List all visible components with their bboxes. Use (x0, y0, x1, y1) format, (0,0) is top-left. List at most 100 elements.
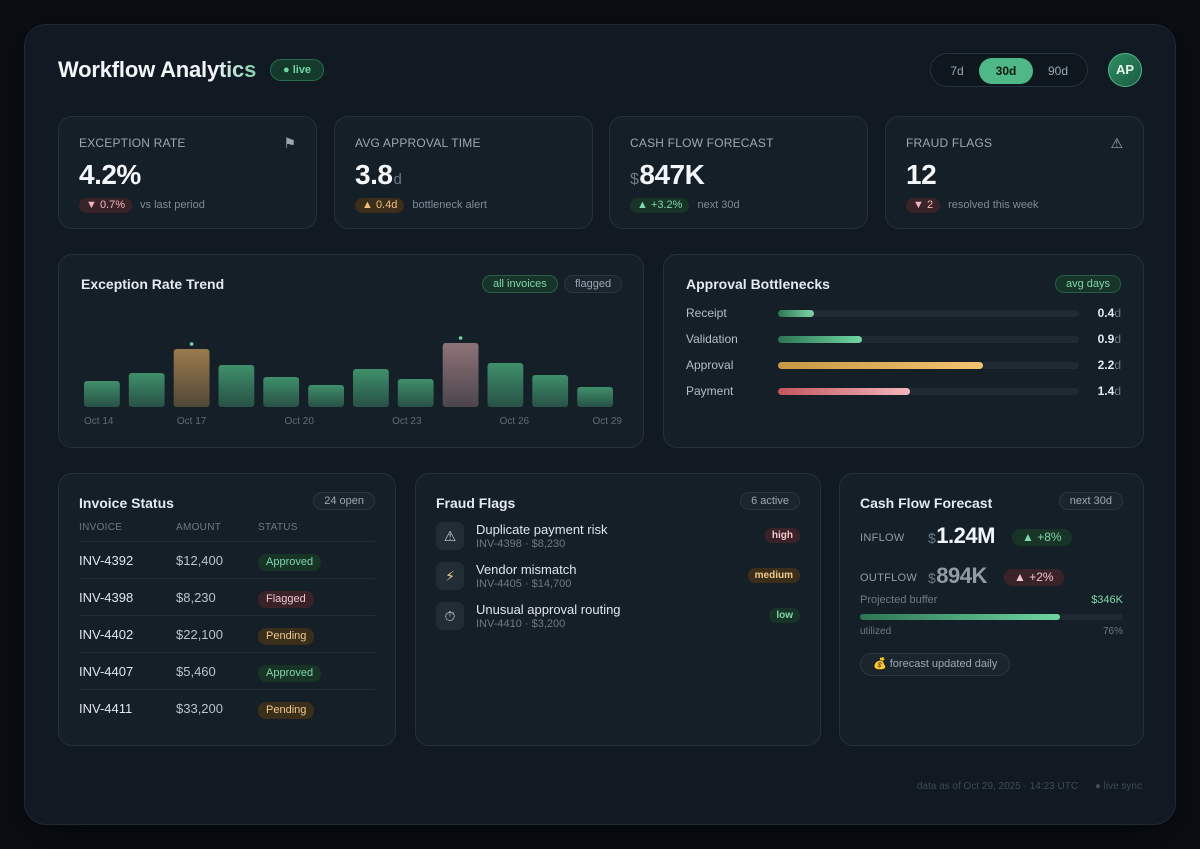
panel-title: Exception Rate Trend (81, 276, 225, 292)
range-7d[interactable]: 7d (950, 64, 964, 78)
kpi-label: EXCEPTION RATE (79, 136, 186, 150)
invoice-id: INV-4402 (79, 627, 134, 642)
trend-bar[interactable] (84, 381, 120, 407)
invoice-amount: $5,460 (176, 664, 216, 679)
sync-status: ● live sync (1094, 781, 1142, 792)
peak-marker (189, 342, 194, 346)
table-row[interactable]: INV-4407 $5,460 Approved (79, 652, 375, 689)
status-badge: Flagged (258, 591, 314, 608)
header: Workflow Analytics ● live 7d 30d 90d AP (58, 53, 1142, 89)
kpi-note: vs last period (140, 199, 205, 211)
kpi-value: 12 (906, 159, 937, 190)
trend-bar[interactable] (442, 343, 479, 407)
kpi-foot: ▲ 0.4d bottleneck alert (355, 198, 487, 213)
kpi-exception-rate: EXCEPTION RATE ⚑ 4.2% ▼ 0.7% vs last peri… (58, 116, 317, 229)
range-30d[interactable]: 30d (979, 58, 1033, 84)
table-row[interactable]: INV-4398 $8,230 Flagged (79, 578, 375, 615)
kpi-delta: ▲ +3.2% (630, 198, 690, 213)
fraud-sub: INV-4405 · $14,700 (476, 578, 572, 590)
bottleneck-label: Receipt (686, 306, 727, 320)
fraud-title: Unusual approval routing (476, 602, 621, 617)
outflow-label: OUTFLOW (860, 572, 918, 584)
timer-icon: ⏱ (436, 602, 464, 630)
kpi-label: FRAUD FLAGS (906, 136, 993, 150)
approval-bottlenecks-panel: Approval Bottlenecks avg days Receipt 0.… (663, 254, 1144, 448)
live-badge: ● live (270, 59, 325, 81)
x-tick-label: Oct 14 (84, 416, 114, 427)
inflow-value: $1.24M (928, 523, 995, 548)
bottleneck-row-validation: Validation 0.9d (686, 330, 1121, 350)
invoice-status-panel: Invoice Status 24 open INVOICE AMOUNT ST… (58, 473, 396, 746)
utilization-track (860, 614, 1123, 620)
kpi-value: 3.8d (355, 159, 402, 190)
status-badge: Approved (258, 554, 322, 571)
kpi-foot: ▼ 0.7% vs last period (79, 198, 205, 213)
kpi-delta: ▼ 2 (906, 198, 941, 213)
severity-badge: medium (747, 568, 800, 583)
kpi-label: AVG APPROVAL TIME (355, 136, 481, 150)
active-count-badge: 6 active (740, 492, 800, 510)
trend-bar[interactable] (308, 385, 344, 407)
col-header-status: STATUS (258, 522, 298, 533)
flag-icon: ⚑ (283, 135, 296, 151)
bottleneck-row-receipt: Receipt 0.4d (686, 304, 1121, 324)
kpi-note: resolved this week (948, 199, 1039, 211)
tag-all-invoices[interactable]: all invoices (482, 275, 558, 293)
trend-bar[interactable] (397, 379, 434, 407)
buffer-value: $346K (1091, 594, 1123, 606)
trend-bar[interactable] (263, 377, 300, 407)
bottleneck-track (778, 336, 1079, 343)
buffer-label: Projected buffer (860, 594, 938, 606)
table-row[interactable]: INV-4411 $33,200 Pending (79, 689, 375, 726)
invoice-id: INV-4411 (79, 701, 133, 716)
page-title: Workflow Analytics (58, 57, 257, 82)
trend-bar[interactable] (577, 387, 613, 407)
tag-flagged[interactable]: flagged (564, 275, 623, 293)
bottleneck-track (778, 310, 1079, 317)
horizon-badge: next 30d (1058, 492, 1123, 510)
table-row[interactable]: INV-4402 $22,100 Pending (79, 615, 375, 652)
invoice-amount: $8,230 (176, 590, 216, 605)
forecast-note: 💰 forecast updated daily (860, 653, 1011, 676)
outflow-value: $894K (928, 563, 987, 588)
data-timestamp: data as of Oct 29, 2025 · 14:23 UTC (916, 781, 1079, 792)
kpi-value: 4.2% (79, 159, 141, 190)
bottleneck-label: Approval (686, 358, 734, 372)
x-tick-label: Oct 23 (392, 416, 422, 427)
invoice-id: INV-4398 (79, 590, 134, 605)
cash-flow-panel: Cash Flow Forecast next 30d INFLOW $1.24… (839, 473, 1144, 746)
col-header-invoice: INVOICE (79, 522, 123, 533)
fraud-item[interactable]: ⚡ Vendor mismatch INV-4405 · $14,700 med… (436, 562, 800, 594)
fraud-item[interactable]: ⚠ Duplicate payment risk INV-4398 · $8,2… (436, 522, 800, 554)
trend-bar[interactable] (532, 375, 569, 407)
trend-bar[interactable] (487, 363, 524, 407)
lightning-icon: ⚡ (436, 562, 464, 590)
trend-bar[interactable] (353, 369, 389, 407)
footer: data as of Oct 29, 2025 · 14:23 UTC ● li… (917, 781, 1142, 792)
trend-bar[interactable] (128, 373, 165, 407)
kpi-cash-flow: CASH FLOW FORECAST $847K ▲ +3.2% next 30d (609, 116, 868, 229)
open-count-badge: 24 open (313, 492, 375, 510)
bottleneck-value: 0.4d (1097, 306, 1121, 320)
invoice-amount: $22,100 (176, 627, 223, 642)
peak-marker (458, 336, 463, 340)
exception-trend-panel: Exception Rate Trend all invoices flagge… (58, 254, 644, 448)
tag-avg-days: avg days (1054, 275, 1121, 293)
panel-title: Invoice Status (79, 495, 174, 511)
bottleneck-row-approval: Approval 2.2d (686, 356, 1121, 376)
table-row[interactable]: INV-4392 $12,400 Approved (79, 541, 375, 578)
trend-bar[interactable] (173, 349, 210, 407)
utilized-percent: 76% (1102, 626, 1123, 637)
invoice-amount: $33,200 (176, 701, 223, 716)
x-tick-label: Oct 26 (500, 416, 530, 427)
dashboard-frame: Workflow Analytics ● live 7d 30d 90d AP … (24, 24, 1176, 825)
bottleneck-value: 2.2d (1097, 358, 1121, 372)
trend-bar[interactable] (218, 365, 255, 407)
status-badge: Pending (258, 628, 315, 645)
fraud-item[interactable]: ⏱ Unusual approval routing INV-4410 · $3… (436, 602, 800, 634)
kpi-value: $847K (630, 159, 705, 190)
x-tick-label: Oct 29 (593, 416, 623, 427)
panel-title: Cash Flow Forecast (860, 495, 993, 511)
avatar[interactable]: AP (1108, 53, 1142, 87)
range-90d[interactable]: 90d (1047, 64, 1069, 78)
